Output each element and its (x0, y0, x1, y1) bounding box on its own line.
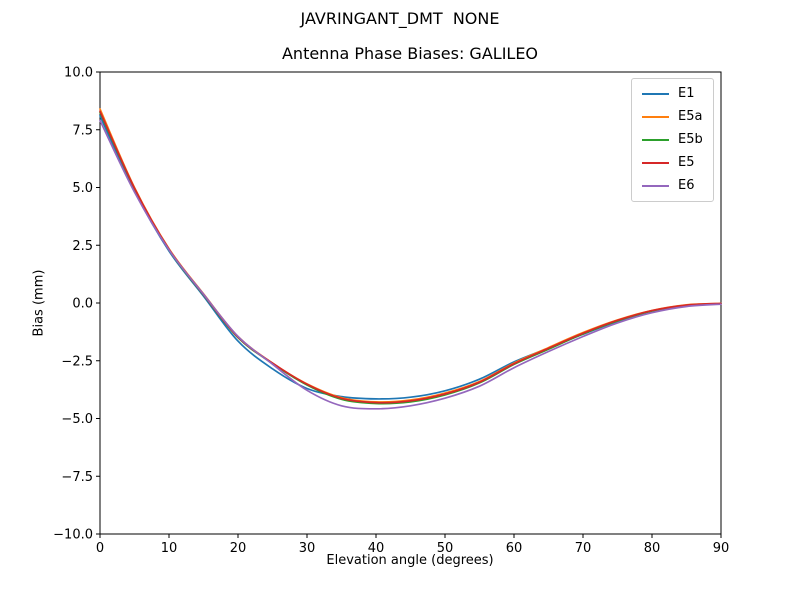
legend-item-E6: E6 (642, 179, 703, 193)
legend-label: E1 (678, 86, 695, 101)
axes-title: Antenna Phase Biases: GALILEO (281, 44, 539, 63)
y-tick-label: 0.0 (72, 297, 93, 312)
x-tick-label: 10 (161, 541, 178, 556)
y-tick-label: −2.5 (61, 354, 93, 369)
legend-line-sample (642, 185, 669, 187)
x-axis-label: Elevation angle (degrees) (326, 553, 494, 568)
legend-label: E5b (678, 132, 703, 147)
x-tick-label: 0 (96, 541, 104, 556)
y-tick-label: 10.0 (64, 66, 93, 81)
x-tick-label: 90 (713, 541, 730, 556)
series-line-E1 (99, 115, 722, 400)
legend-item-E1: E1 (642, 87, 703, 101)
legend-label: E6 (678, 178, 695, 193)
x-tick-label: 40 (368, 541, 385, 556)
x-tick-label: 50 (437, 541, 454, 556)
legend-item-E5b: E5b (642, 133, 703, 147)
x-tick-label: 60 (506, 541, 523, 556)
legend-line-sample (642, 116, 669, 118)
y-tick-label: −5.0 (61, 412, 93, 427)
y-tick-label: −10.0 (53, 528, 93, 543)
y-axis-label: Bias (mm) (31, 269, 47, 337)
y-tick-label: −7.5 (61, 470, 93, 485)
series-line-E5a (99, 108, 722, 403)
legend-item-E5a: E5a (642, 110, 703, 124)
legend-label: E5 (678, 155, 695, 170)
legend: E1 E5a E5b E5 E6 (631, 78, 714, 202)
figure-title: JAVRINGANT_DMT NONE (300, 9, 500, 28)
x-tick-label: 80 (644, 541, 661, 556)
legend-line-sample (642, 139, 669, 141)
x-tick-label: 20 (230, 541, 247, 556)
legend-line-sample (642, 162, 669, 164)
axes-spines (99, 71, 722, 535)
series-line-E5b (99, 111, 722, 405)
legend-label: E5a (678, 109, 703, 124)
series-line-E6 (99, 119, 722, 410)
legend-item-E5: E5 (642, 156, 703, 170)
legend-line-sample (642, 93, 669, 95)
y-tick-label: 2.5 (72, 239, 93, 254)
y-tick-label: 7.5 (72, 123, 93, 138)
series-line-E5 (99, 110, 722, 404)
x-tick-label: 70 (575, 541, 592, 556)
x-tick-label: 30 (299, 541, 316, 556)
y-tick-label: 5.0 (72, 181, 93, 196)
